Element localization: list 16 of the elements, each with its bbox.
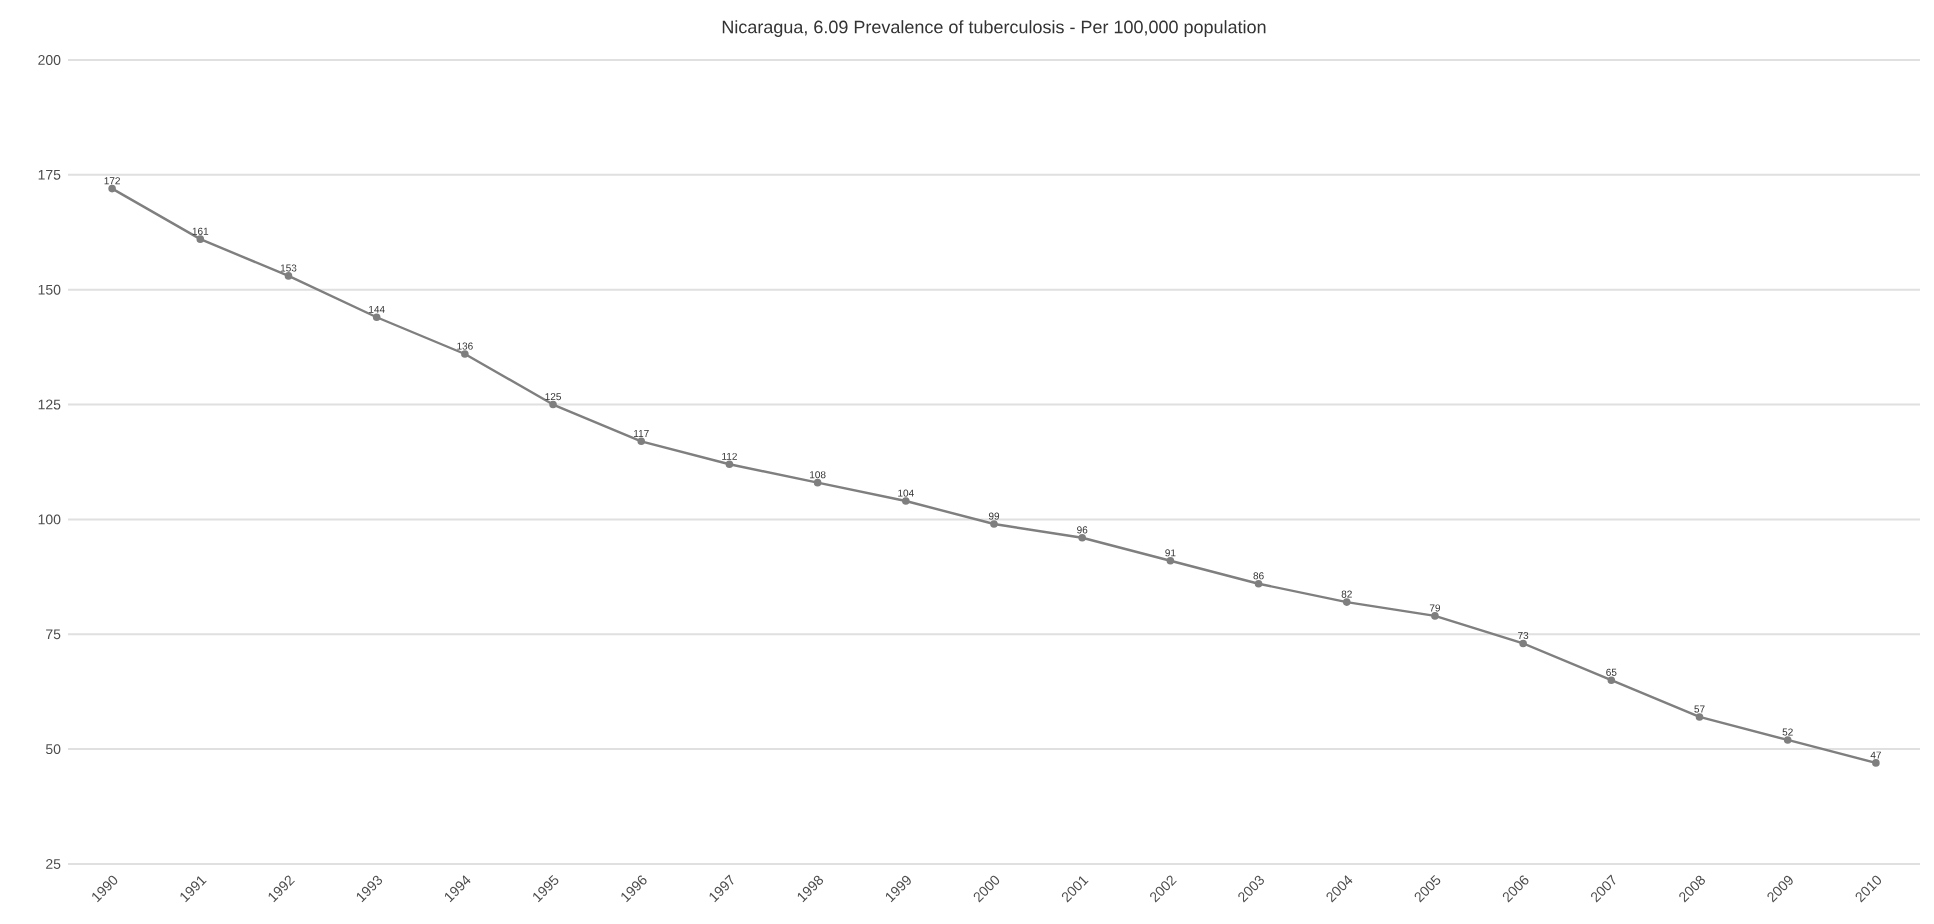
point (1519, 639, 1527, 648)
point (1431, 612, 1439, 620)
point (1607, 676, 1616, 684)
point (725, 460, 734, 469)
point (637, 437, 646, 446)
point (1783, 736, 1792, 744)
point (461, 350, 469, 358)
point (1695, 713, 1704, 721)
point (196, 235, 205, 243)
point (990, 520, 998, 528)
point (372, 313, 381, 322)
chart-title: Nicaragua, 6.09 Prevalence of tuberculosis - Per 100,000 population (722, 20, 1266, 37)
point (902, 497, 910, 505)
point (1872, 759, 1880, 767)
point (284, 272, 293, 280)
point (1342, 598, 1351, 606)
